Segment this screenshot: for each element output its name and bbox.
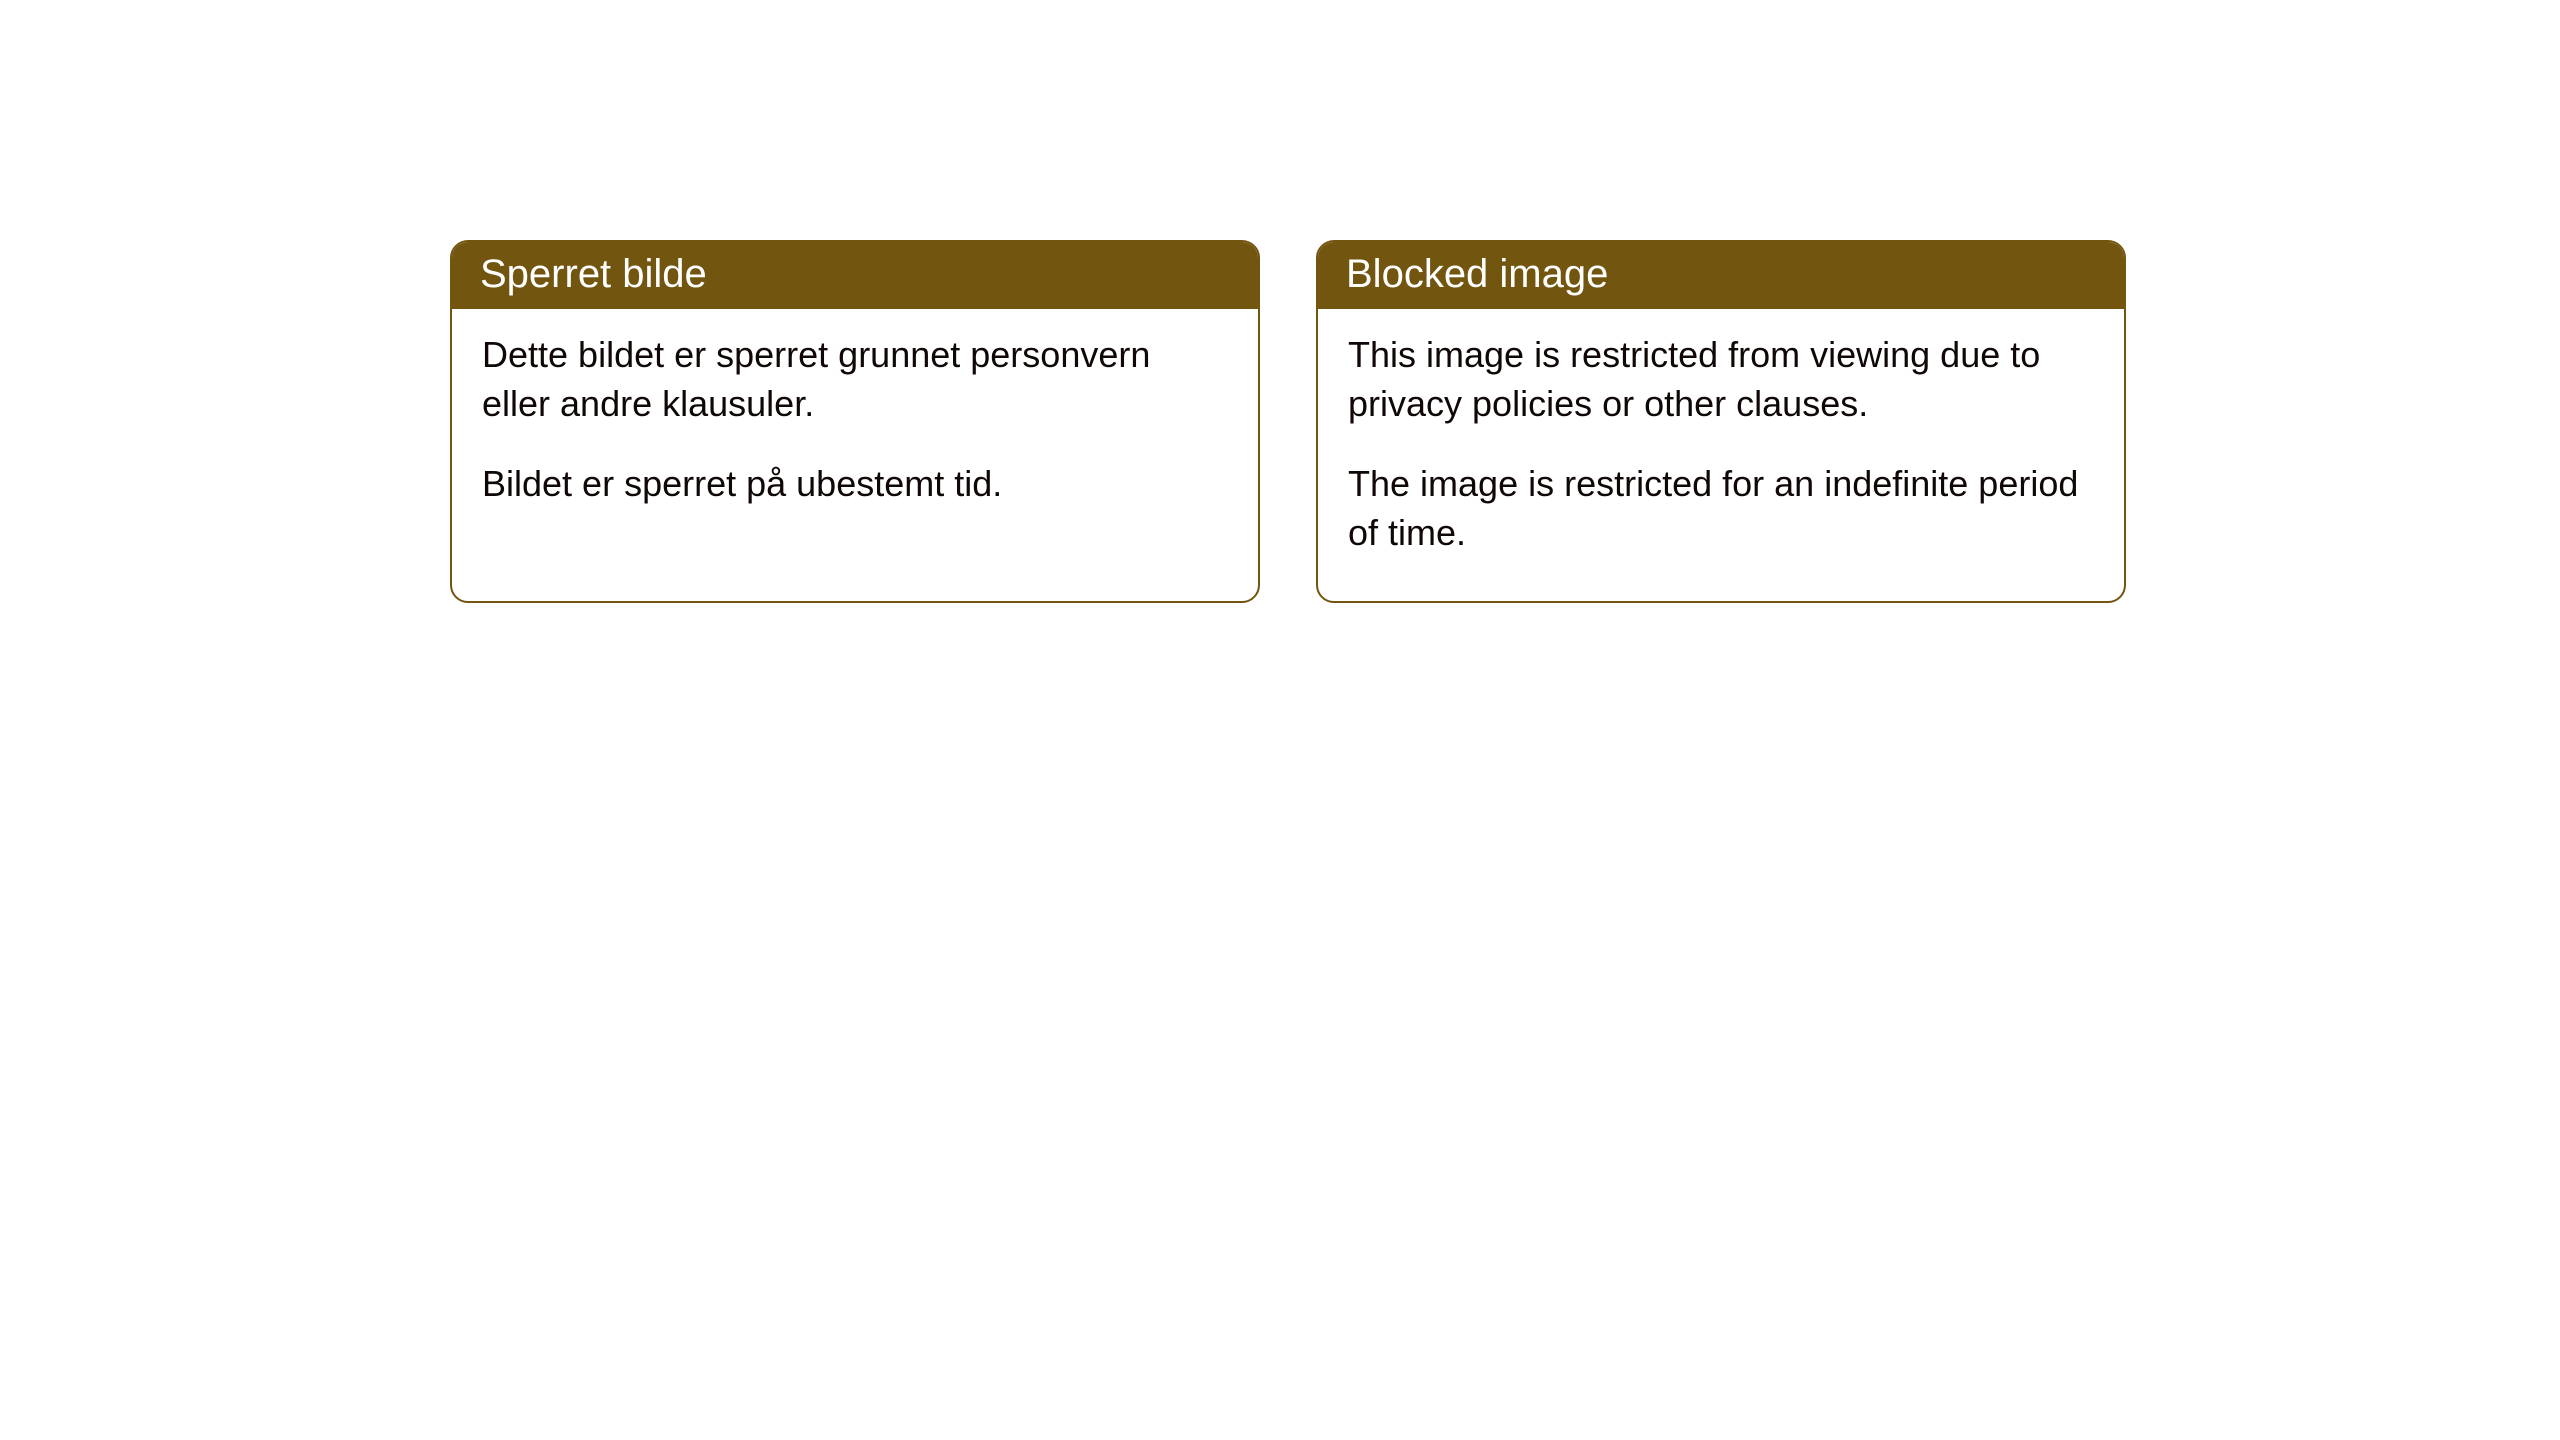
notice-body-no: Dette bildet er sperret grunnet personve…	[452, 309, 1258, 553]
notice-title-en: Blocked image	[1346, 252, 1608, 296]
notice-header-no: Sperret bilde	[452, 242, 1258, 309]
notice-paragraph-2-no: Bildet er sperret på ubestemt tid.	[482, 460, 1228, 509]
notice-card-norwegian: Sperret bilde Dette bildet er sperret gr…	[450, 240, 1260, 603]
notice-title-no: Sperret bilde	[480, 252, 707, 296]
notice-body-en: This image is restricted from viewing du…	[1318, 309, 2124, 601]
notice-card-english: Blocked image This image is restricted f…	[1316, 240, 2126, 603]
notice-container: Sperret bilde Dette bildet er sperret gr…	[0, 0, 2560, 603]
notice-paragraph-2-en: The image is restricted for an indefinit…	[1348, 460, 2094, 557]
notice-paragraph-1-en: This image is restricted from viewing du…	[1348, 331, 2094, 428]
notice-header-en: Blocked image	[1318, 242, 2124, 309]
notice-paragraph-1-no: Dette bildet er sperret grunnet personve…	[482, 331, 1228, 428]
